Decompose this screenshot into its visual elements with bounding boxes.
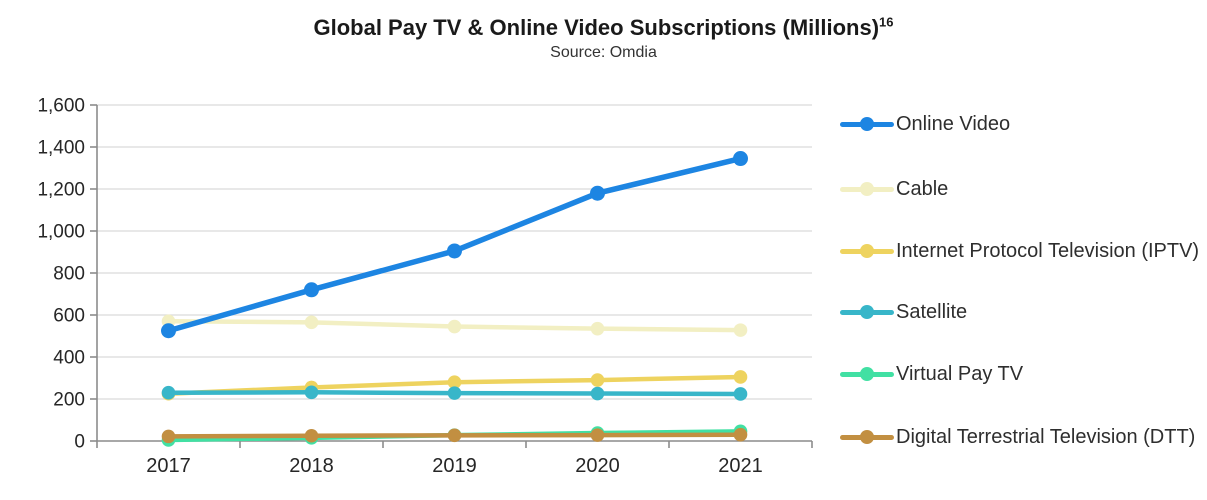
series-point-cable-2020 xyxy=(590,321,605,336)
series-point-satellite-2019 xyxy=(447,386,462,400)
legend-marker-dtt-icon xyxy=(840,426,894,448)
legend-label-iptv: Internet Protocol Television (IPTV) xyxy=(896,240,1200,262)
series-point-cable-2019 xyxy=(447,319,462,334)
series-point-digital-terrestrial-television-dtt-2017 xyxy=(161,429,176,444)
y-axis-tick-label: 200 xyxy=(53,390,85,411)
series-point-digital-terrestrial-television-dtt-2019 xyxy=(447,428,462,443)
series-point-satellite-2021 xyxy=(733,387,748,401)
legend-item-online-video: Online Video xyxy=(840,113,1010,135)
y-axis-tick-label: 800 xyxy=(53,264,85,285)
series-point-satellite-2020 xyxy=(590,386,605,401)
series-point-cable-2021 xyxy=(733,323,748,337)
series-point-satellite-2017 xyxy=(161,385,176,400)
series-point-internet-protocol-television-iptv-2019 xyxy=(447,375,462,390)
x-axis-tick-label: 2021 xyxy=(718,455,763,477)
legend-label-satellite: Satellite xyxy=(896,301,968,323)
y-axis-tick-label: 0 xyxy=(74,432,85,453)
series-point-digital-terrestrial-television-dtt-2020 xyxy=(590,428,605,442)
legend-item-dtt: Digital Terrestrial Television (DTT) xyxy=(840,426,1195,448)
series-point-digital-terrestrial-television-dtt-2018 xyxy=(304,428,319,443)
series-point-satellite-2018 xyxy=(304,385,319,400)
legend-marker-virtual-pay-tv-icon xyxy=(840,363,894,385)
chart-title-footnote-marker: 16 xyxy=(879,14,894,30)
legend-item-virtual-pay-tv: Virtual Pay TV xyxy=(840,363,1023,385)
chart-subtitle: Source: Omdia xyxy=(550,44,657,61)
legend-label-dtt: Digital Terrestrial Television (DTT) xyxy=(896,426,1196,448)
x-axis-tick-label: 2017 xyxy=(146,455,191,477)
legend-marker-iptv-icon xyxy=(840,240,894,262)
series-point-online-video-2017 xyxy=(161,323,176,339)
legend-marker-cable-icon xyxy=(840,178,894,200)
legend-marker-satellite-icon xyxy=(840,301,894,323)
x-axis-tick-label: 2019 xyxy=(432,455,477,477)
y-axis-tick-label: 400 xyxy=(53,348,85,369)
series-point-digital-terrestrial-television-dtt-2021 xyxy=(733,427,748,442)
y-axis-tick-label: 600 xyxy=(53,306,85,327)
legend-item-satellite: Satellite xyxy=(840,301,967,323)
chart-legend: Online Video Cable Internet Protocol Tel… xyxy=(840,0,1205,500)
series-point-online-video-2019 xyxy=(447,243,462,259)
series-point-online-video-2020 xyxy=(590,185,605,201)
chart-title-text: Global Pay TV & Online Video Subscriptio… xyxy=(313,15,880,40)
series-point-cable-2018 xyxy=(304,315,319,330)
series-point-online-video-2018 xyxy=(304,282,319,298)
legend-label-online-video: Online Video xyxy=(896,113,1011,135)
series-point-internet-protocol-television-iptv-2020 xyxy=(590,373,605,387)
y-axis-tick-label: 1,600 xyxy=(37,96,85,117)
legend-label-cable: Cable xyxy=(896,178,949,200)
x-axis-tick-label: 2020 xyxy=(575,455,620,477)
chart-title: Global Pay TV & Online Video Subscriptio… xyxy=(0,15,1207,41)
legend-item-iptv: Internet Protocol Television (IPTV) xyxy=(840,240,1199,262)
y-axis-tick-label: 1,400 xyxy=(37,138,85,159)
x-axis-tick-label: 2018 xyxy=(289,455,334,477)
line-chart-plot: 0 200 400 600 800 1,000 1,200 1,400 1,600 2017 201… xyxy=(37,96,813,477)
legend-label-virtual-pay-tv: Virtual Pay TV xyxy=(896,363,1024,385)
y-axis-tick-label: 1,200 xyxy=(37,180,85,201)
series-point-online-video-2021 xyxy=(733,151,748,167)
series-point-internet-protocol-television-iptv-2021 xyxy=(733,370,748,384)
y-axis-tick-label: 1,000 xyxy=(37,222,85,243)
legend-item-cable: Cable xyxy=(840,178,948,200)
legend-marker-online-video-icon xyxy=(840,113,894,135)
